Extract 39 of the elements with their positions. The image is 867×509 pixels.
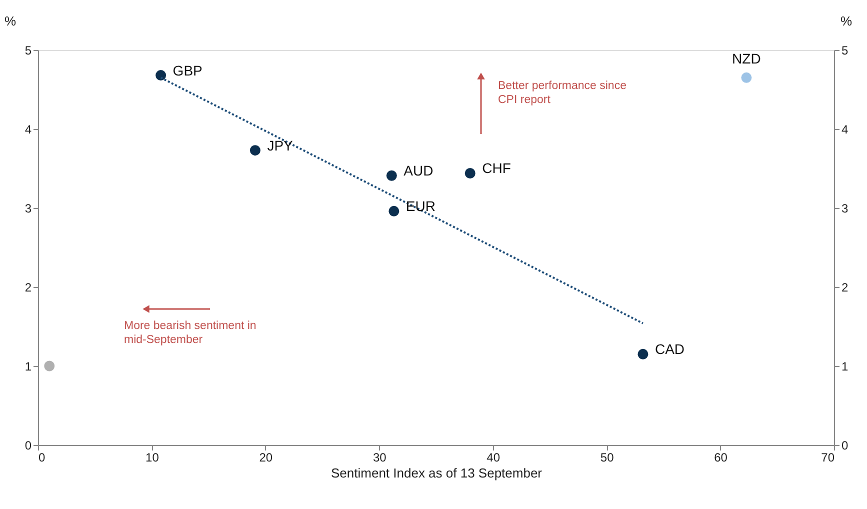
point: [386, 170, 397, 181]
y2-tick-label: 5: [842, 44, 848, 58]
annotation: AUD: [404, 162, 434, 179]
y2-tick-label: 3: [842, 202, 848, 216]
y2-tick-label: 2: [842, 280, 848, 294]
annotation: More bearish sentiment in mid-September: [124, 320, 256, 346]
point: [464, 168, 476, 178]
annotation: NZD: [732, 50, 761, 67]
x-tick-label: 30: [372, 450, 387, 464]
x-tick-label: 70: [821, 450, 835, 464]
y2-axis-title: %: [840, 14, 852, 28]
x-tick-label: 50: [600, 450, 614, 464]
y-tick-label: 2: [24, 280, 32, 294]
y-axis-title: %: [4, 14, 16, 28]
point: [156, 70, 166, 81]
x-tick-label: 10: [146, 450, 160, 464]
x-tick-label: 0: [38, 450, 46, 464]
annotation: Better performance since CPI report: [498, 80, 626, 106]
point: [44, 360, 55, 372]
y2-tick-label: 0: [842, 438, 848, 452]
x-tick-label: 60: [714, 450, 728, 464]
point: [741, 72, 752, 83]
x-tick-label: 40: [486, 450, 500, 464]
y-tick-label: 0: [24, 438, 32, 452]
point: [638, 348, 648, 360]
annotation: CAD: [654, 341, 685, 358]
annotation: JPY: [267, 137, 294, 154]
point: [388, 206, 400, 216]
annotation: CHF: [482, 160, 511, 176]
y2-tick-label: 4: [842, 122, 848, 136]
y-tick-label: 5: [24, 44, 32, 58]
x-tick-label: 20: [259, 450, 273, 464]
y-tick-label: 4: [24, 122, 32, 136]
annotation: GBP: [172, 62, 202, 78]
y-tick-label: 3: [24, 202, 32, 216]
y-tick-label: 1: [24, 360, 32, 374]
x-axis-title: Sentiment Index as of 13 September: [330, 466, 543, 480]
point: [250, 145, 260, 156]
y2-tick-label: 1: [842, 360, 848, 374]
